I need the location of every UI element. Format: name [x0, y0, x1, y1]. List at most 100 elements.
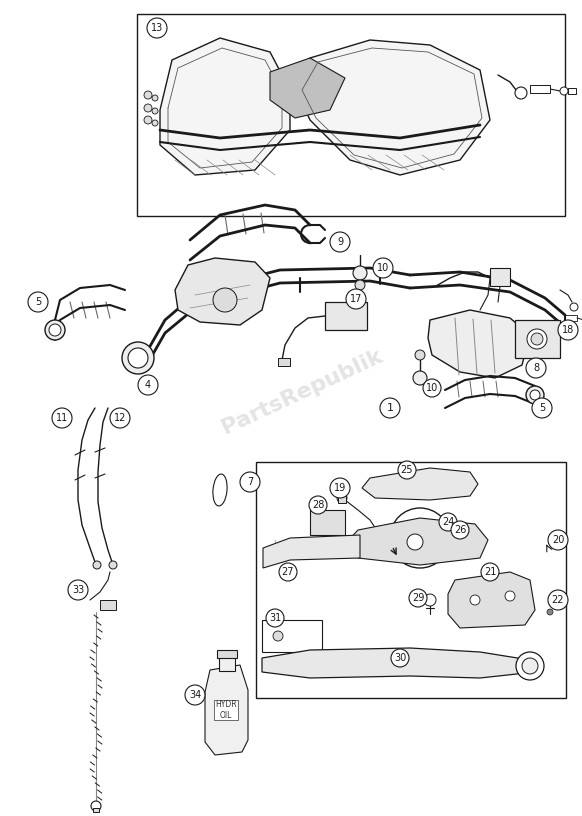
- Text: 33: 33: [72, 585, 84, 595]
- Ellipse shape: [213, 474, 227, 506]
- Text: 24: 24: [442, 517, 454, 527]
- Polygon shape: [270, 58, 345, 118]
- Circle shape: [530, 390, 540, 400]
- Polygon shape: [428, 310, 530, 378]
- Circle shape: [273, 631, 283, 641]
- Circle shape: [152, 108, 158, 114]
- Circle shape: [398, 461, 416, 479]
- Circle shape: [531, 333, 543, 345]
- Text: 27: 27: [282, 567, 294, 577]
- Circle shape: [240, 472, 260, 492]
- Circle shape: [122, 342, 154, 374]
- Circle shape: [391, 649, 409, 667]
- Circle shape: [532, 398, 552, 418]
- Circle shape: [147, 18, 167, 38]
- Circle shape: [110, 408, 130, 428]
- Text: 5: 5: [539, 403, 545, 413]
- Text: PartsRepublik: PartsRepublik: [219, 346, 386, 437]
- Polygon shape: [262, 648, 535, 678]
- Bar: [530, 85, 550, 93]
- Circle shape: [68, 580, 88, 600]
- Bar: [490, 268, 510, 286]
- Polygon shape: [362, 468, 478, 500]
- Circle shape: [423, 379, 441, 397]
- Circle shape: [526, 358, 546, 378]
- Circle shape: [560, 87, 568, 95]
- Bar: [137, 14, 565, 216]
- Circle shape: [144, 116, 152, 124]
- Circle shape: [309, 496, 327, 514]
- Text: 4: 4: [145, 380, 151, 390]
- Circle shape: [346, 289, 366, 309]
- Bar: [262, 620, 322, 652]
- Text: 11: 11: [56, 413, 68, 423]
- Bar: [217, 650, 237, 658]
- Circle shape: [413, 371, 427, 385]
- Text: 25: 25: [401, 465, 413, 475]
- Text: 19: 19: [334, 483, 346, 493]
- Circle shape: [527, 329, 547, 349]
- Circle shape: [373, 258, 393, 278]
- Circle shape: [516, 652, 544, 680]
- Circle shape: [451, 521, 469, 539]
- Text: 13: 13: [151, 23, 163, 33]
- Bar: [93, 808, 99, 812]
- Bar: [100, 600, 116, 610]
- Circle shape: [470, 595, 480, 605]
- Text: 7: 7: [247, 477, 253, 487]
- Text: 29: 29: [412, 593, 424, 603]
- Text: 10: 10: [377, 263, 389, 273]
- Text: 31: 31: [269, 613, 281, 623]
- Circle shape: [91, 801, 101, 811]
- Text: 9: 9: [337, 237, 343, 247]
- Text: 8: 8: [533, 363, 539, 373]
- Circle shape: [213, 288, 237, 312]
- Polygon shape: [160, 38, 290, 175]
- Circle shape: [515, 87, 527, 99]
- Bar: [565, 315, 577, 321]
- Bar: [568, 88, 576, 94]
- Text: 10: 10: [426, 383, 438, 393]
- Bar: [310, 510, 345, 535]
- Circle shape: [330, 232, 350, 252]
- Circle shape: [481, 563, 499, 581]
- Circle shape: [415, 350, 425, 360]
- Circle shape: [570, 303, 578, 311]
- Text: 17: 17: [350, 294, 362, 304]
- Bar: [338, 493, 346, 503]
- Polygon shape: [263, 535, 360, 568]
- Polygon shape: [295, 40, 490, 175]
- Bar: [325, 302, 367, 330]
- Text: HYDR
OIL: HYDR OIL: [215, 700, 237, 720]
- Circle shape: [337, 493, 347, 503]
- Bar: [278, 358, 290, 366]
- Circle shape: [355, 280, 365, 290]
- Text: 18: 18: [562, 325, 574, 335]
- Polygon shape: [175, 258, 270, 325]
- Circle shape: [330, 478, 350, 498]
- Circle shape: [548, 590, 568, 610]
- Circle shape: [439, 513, 457, 531]
- Circle shape: [152, 95, 158, 101]
- Circle shape: [128, 348, 148, 368]
- Circle shape: [28, 292, 48, 312]
- Circle shape: [353, 266, 367, 280]
- Circle shape: [45, 320, 65, 340]
- Text: 34: 34: [189, 690, 201, 700]
- Text: 12: 12: [114, 413, 126, 423]
- Text: 21: 21: [484, 567, 496, 577]
- Circle shape: [409, 589, 427, 607]
- Circle shape: [144, 91, 152, 99]
- Circle shape: [526, 386, 544, 404]
- Circle shape: [547, 609, 553, 615]
- Circle shape: [390, 508, 450, 568]
- Polygon shape: [205, 665, 248, 755]
- Circle shape: [558, 320, 578, 340]
- Circle shape: [49, 324, 61, 336]
- Circle shape: [266, 609, 284, 627]
- Bar: [219, 657, 235, 671]
- Circle shape: [52, 408, 72, 428]
- Text: 5: 5: [35, 297, 41, 307]
- Text: 30: 30: [394, 653, 406, 663]
- Circle shape: [279, 563, 297, 581]
